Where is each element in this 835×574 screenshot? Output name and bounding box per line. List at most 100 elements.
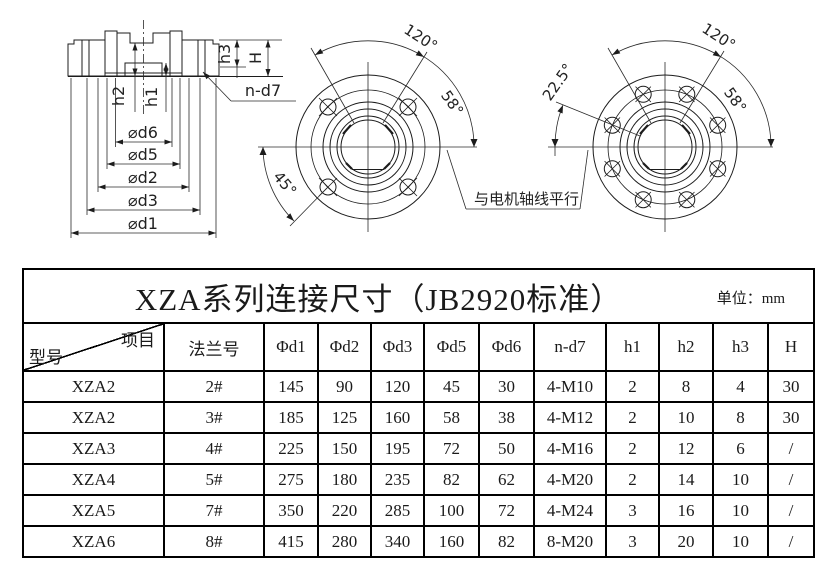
unit-note: 单位：mm bbox=[717, 287, 785, 308]
table-cell: 8-M20 bbox=[533, 525, 607, 558]
angle-label-58: 58° bbox=[437, 87, 467, 119]
angle-dimensions-2: 120° 58° 22.5° bbox=[539, 19, 775, 156]
table-cell: 82 bbox=[423, 463, 480, 496]
table-cell: 150 bbox=[317, 432, 372, 465]
table-cell: 14 bbox=[658, 463, 714, 496]
hub-recess bbox=[124, 62, 163, 76]
table-cell: 225 bbox=[263, 432, 319, 465]
table-cell: 30 bbox=[766, 370, 816, 403]
table-cell: 7# bbox=[163, 494, 265, 527]
table-cell: 82 bbox=[478, 525, 535, 558]
angle-label-120: 120° bbox=[401, 20, 441, 55]
dim-label-d6: ⌀d6 bbox=[128, 123, 158, 142]
table-cell: 145 bbox=[263, 370, 319, 403]
extension-lines bbox=[70, 39, 282, 238]
table-cell: 6 bbox=[712, 432, 769, 465]
table-cell: 72 bbox=[423, 432, 480, 465]
table-row: XZA4 5# 275 180 235 82 62 4-M20 2 14 10 … bbox=[22, 463, 816, 496]
table-cell: 350 bbox=[263, 494, 319, 527]
table-row: XZA5 7# 350 220 285 100 72 4-M24 3 16 10… bbox=[22, 494, 816, 527]
axis-note-label: 与电机轴线平行 bbox=[474, 191, 579, 208]
table-cell: 2 bbox=[605, 370, 660, 403]
angle-dimensions: 120° 58° 45° bbox=[259, 20, 478, 227]
table-cell: 3# bbox=[163, 401, 265, 434]
table-cell: 16 bbox=[658, 494, 714, 527]
table-cell: 45 bbox=[423, 370, 480, 403]
col-header: Φd1 bbox=[263, 322, 319, 372]
col-header: n-d7 bbox=[533, 322, 607, 372]
table-cell: 8 bbox=[658, 370, 714, 403]
table-row: XZA2 2# 145 90 120 45 30 4-M10 2 8 4 30 bbox=[22, 370, 816, 403]
table-cell: 4-M20 bbox=[533, 463, 607, 496]
table-row: XZA6 8# 415 280 340 160 82 8-M20 3 20 10… bbox=[22, 525, 816, 558]
col-header: Φd2 bbox=[317, 322, 372, 372]
table-cell: 2 bbox=[605, 401, 660, 434]
dim-label-d3: ⌀d3 bbox=[128, 191, 158, 210]
model-cell: XZA6 bbox=[22, 525, 165, 558]
flange-circles bbox=[295, 74, 441, 220]
table-cell: 10 bbox=[712, 525, 769, 558]
table-cell: / bbox=[766, 494, 816, 527]
table-cell: 10 bbox=[658, 401, 714, 434]
table-cell: 10 bbox=[712, 463, 769, 496]
table-row: XZA2 3# 185 125 160 58 38 4-M12 2 10 8 3… bbox=[22, 401, 816, 434]
col-header: H bbox=[766, 322, 816, 372]
dim-label-d1: ⌀d1 bbox=[128, 214, 158, 233]
table-cell: 2# bbox=[163, 370, 265, 403]
angle-label-45: 45° bbox=[269, 168, 300, 200]
dim-label-d2: ⌀d2 bbox=[128, 168, 158, 187]
technical-drawing: ⌀d6 ⌀d5 ⌀d2 ⌀d3 ⌀d1 h2 h1 h3 H n-d7 bbox=[67, 19, 775, 238]
dim-label-nd7: n-d7 bbox=[245, 81, 281, 100]
axis-note-leader: 与电机轴线平行 bbox=[446, 149, 589, 210]
table-title-row: XZA系列连接尺寸（JB2920标准） 单位：mm bbox=[21, 268, 816, 324]
table-cell: 415 bbox=[263, 525, 319, 558]
table-cell: 8# bbox=[163, 525, 265, 558]
corner-label-item: 项目 bbox=[121, 331, 155, 350]
table-cell: 10 bbox=[712, 494, 769, 527]
height-dimensions: h2 h1 h3 H bbox=[109, 40, 271, 112]
table-cell: 195 bbox=[370, 432, 425, 465]
table-cell: 275 bbox=[263, 463, 319, 496]
bolt-hole-section-left bbox=[81, 39, 90, 77]
table-cell: 285 bbox=[370, 494, 425, 527]
corner-label-model: 型号 bbox=[29, 348, 63, 367]
nd7-leader: n-d7 bbox=[202, 71, 296, 102]
table-cell: 50 bbox=[478, 432, 535, 465]
bore-chamfers-2 bbox=[639, 124, 691, 170]
table-cell: 4# bbox=[163, 432, 265, 465]
table-cell: 30 bbox=[478, 370, 535, 403]
table-cell: 4-M12 bbox=[533, 401, 607, 434]
table-cell: 58 bbox=[423, 401, 480, 434]
table-row: XZA3 4# 225 150 195 72 50 4-M16 2 12 6 / bbox=[22, 432, 816, 465]
angle-label-22-5: 22.5° bbox=[539, 60, 577, 104]
table-title: XZA系列连接尺寸（JB2920标准） bbox=[134, 281, 623, 317]
angle-label-120-2: 120° bbox=[699, 19, 739, 54]
table-cell: 125 bbox=[317, 401, 372, 434]
col-header: Φd5 bbox=[423, 322, 480, 372]
table-cell: 12 bbox=[658, 432, 714, 465]
table-cell: 62 bbox=[478, 463, 535, 496]
dim-label-h2: h2 bbox=[109, 86, 128, 106]
table-cell: 160 bbox=[423, 525, 480, 558]
table-cell: 2 bbox=[605, 463, 660, 496]
hub-section bbox=[116, 32, 171, 77]
unit-label: 单位： bbox=[716, 291, 762, 308]
col-header: Φd6 bbox=[478, 322, 535, 372]
corner-cell: 项目 型号 bbox=[22, 322, 165, 372]
table-cell: 220 bbox=[317, 494, 372, 527]
col-header: Φd3 bbox=[370, 322, 425, 372]
dim-label-h3: h3 bbox=[215, 44, 234, 64]
bolt-holes bbox=[318, 97, 418, 197]
table-cell: 185 bbox=[263, 401, 319, 434]
model-cell: XZA3 bbox=[22, 432, 165, 465]
bore-chamfers bbox=[342, 124, 394, 170]
model-cell: XZA5 bbox=[22, 494, 165, 527]
table-header-row: 项目 型号 法兰号 Φd1 Φd2 Φd3 Φd5 Φd6 n-d7 h1 h2… bbox=[22, 322, 816, 372]
table-cell: 5# bbox=[163, 463, 265, 496]
table-cell: 4-M16 bbox=[533, 432, 607, 465]
table-cell: 235 bbox=[370, 463, 425, 496]
dim-label-H: H bbox=[246, 52, 265, 64]
table-cell: 340 bbox=[370, 525, 425, 558]
angle-label-58-2: 58° bbox=[720, 84, 750, 116]
